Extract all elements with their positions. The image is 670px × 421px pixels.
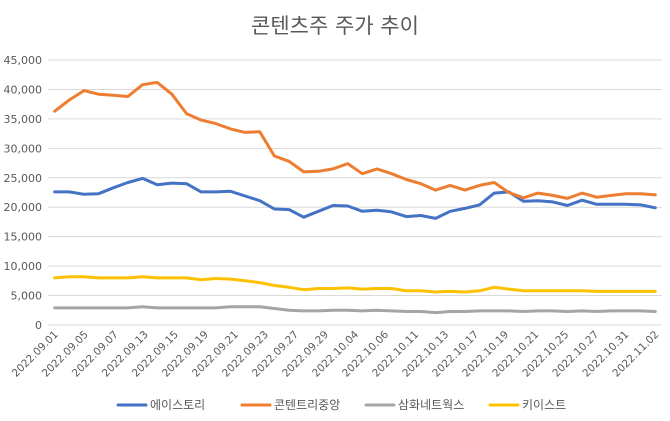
y-tick-label: 15,000 xyxy=(4,231,43,244)
legend-label: 에이스토리 xyxy=(150,398,205,412)
y-tick-label: 45,000 xyxy=(4,54,43,67)
series-line xyxy=(53,275,657,294)
series-lines xyxy=(53,80,657,315)
legend-label: 키이스트 xyxy=(522,398,566,412)
y-axis-ticks: 0 5,000 10,000 15,000 20,000 25,000 30,000 35,0… xyxy=(4,54,43,332)
legend: 에이스토리 콘텐트리중앙 삼화네트웍스 키이스트 xyxy=(116,398,566,412)
gridlines xyxy=(48,59,662,326)
legend-label: 콘텐트리중앙 xyxy=(274,398,340,412)
y-tick-label: 10,000 xyxy=(4,260,43,273)
y-tick-label: 35,000 xyxy=(4,113,43,126)
series-line xyxy=(53,80,657,200)
chart-title: 콘텐츠주 주가 추이 xyxy=(251,14,419,38)
y-tick-label: 30,000 xyxy=(4,142,43,155)
legend-label: 삼화네트웍스 xyxy=(398,398,464,412)
y-tick-label: 20,000 xyxy=(4,201,43,214)
y-tick-label: 5,000 xyxy=(11,290,43,303)
y-tick-label: 0 xyxy=(35,319,42,332)
series-line xyxy=(53,305,657,315)
y-tick-label: 25,000 xyxy=(4,172,43,185)
x-axis-ticks: 2022.09.012022.09.052022.09.072022.09.13… xyxy=(10,328,662,379)
y-tick-label: 40,000 xyxy=(4,83,43,96)
series-line xyxy=(53,176,657,220)
